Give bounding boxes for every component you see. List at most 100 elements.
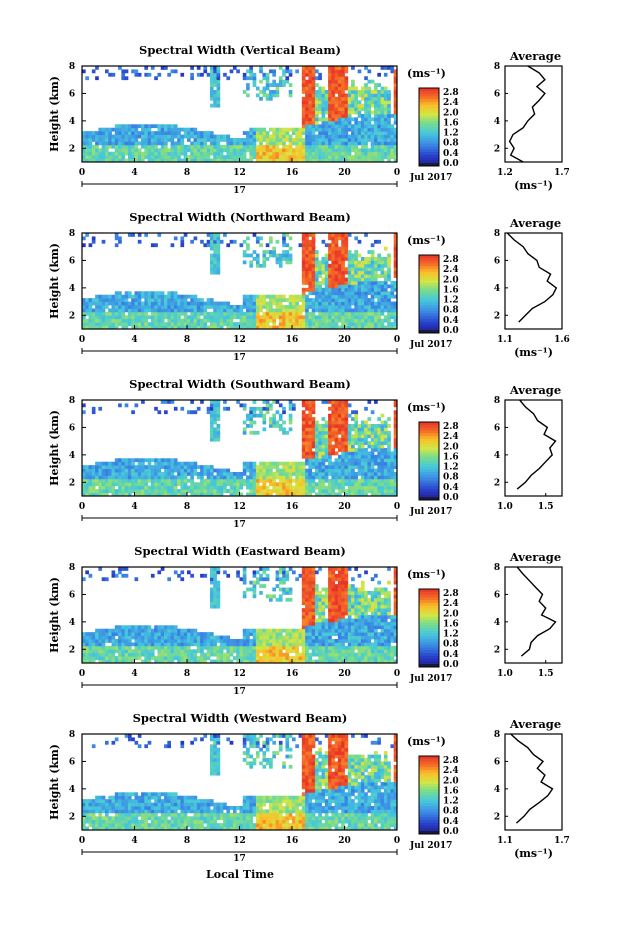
heatmap-cell (134, 577, 139, 582)
heatmap-cell (95, 645, 99, 650)
heatmap-cell (141, 628, 145, 633)
heatmap-cell (387, 482, 391, 487)
heatmap-cell (200, 144, 204, 149)
heatmap-cell (147, 656, 152, 660)
heatmap-cell (213, 485, 217, 490)
heatmap-cell (337, 430, 342, 435)
heatmap-cell (111, 649, 116, 654)
heatmap-cell (314, 76, 319, 81)
heatmap-cell (344, 257, 349, 261)
colorbar-tick-label: 2.4 (443, 432, 459, 442)
heatmap-cell (324, 110, 329, 115)
heatmap-cell (367, 308, 372, 313)
heatmap-cell (370, 131, 375, 135)
heatmap-cell (127, 639, 132, 643)
heatmap-cell (183, 642, 188, 647)
heatmap-cell (393, 141, 398, 146)
heatmap-cell (127, 127, 132, 132)
heatmap-cell (347, 90, 352, 94)
y-tick-label: 8 (69, 396, 75, 406)
heatmap-cell (127, 151, 132, 156)
heatmap-cell (150, 322, 155, 326)
heatmap-cell (141, 492, 145, 497)
heatmap-cell (387, 454, 391, 459)
heatmap-cell (262, 461, 267, 466)
heatmap-cell (360, 434, 365, 439)
heatmap-cell (127, 642, 132, 647)
heatmap-cell (292, 141, 296, 146)
heatmap-cell (196, 322, 201, 326)
heatmap-cell (88, 635, 93, 640)
heatmap-cell (311, 107, 316, 111)
heatmap-cell (183, 318, 188, 323)
heatmap-cell (246, 301, 250, 306)
heatmap-cell (150, 66, 155, 70)
heatmap-cell (347, 86, 352, 91)
heatmap-cell (167, 465, 171, 469)
heatmap-cell (305, 257, 309, 261)
heatmap-cell (357, 444, 362, 449)
avg-x-tick-label: 1.7 (554, 168, 570, 178)
heatmap-cell (305, 298, 309, 302)
heatmap-cell (190, 635, 194, 640)
heatmap-cell (82, 144, 86, 149)
heatmap-cell (337, 267, 342, 272)
heatmap-cell (318, 107, 322, 111)
heatmap-cell (88, 659, 93, 664)
heatmap-cell (203, 645, 208, 650)
heatmap-cell (216, 434, 221, 439)
heatmap-cell (147, 632, 152, 636)
heatmap-cell (380, 131, 385, 135)
heatmap-cell (354, 274, 359, 278)
heatmap-cell (213, 148, 217, 153)
heatmap-cell (292, 489, 296, 493)
heatmap-cell (223, 158, 227, 163)
heatmap-cell (121, 308, 126, 313)
heatmap-cell (314, 441, 319, 445)
heatmap-cell (370, 444, 375, 449)
heatmap-cell (147, 141, 152, 146)
heatmap-cell (200, 400, 204, 404)
x-tick-label: 16 (286, 168, 299, 178)
heatmap-cell (124, 151, 129, 156)
heatmap-cell (255, 158, 260, 163)
heatmap-cell (160, 127, 165, 132)
heatmap-cell (170, 642, 175, 647)
heatmap-cell (344, 233, 349, 237)
heatmap-cell (311, 472, 316, 476)
heatmap-cell (200, 482, 204, 487)
heatmap-cell (203, 485, 208, 490)
heatmap-cell (147, 308, 152, 313)
heatmap-cell (213, 434, 217, 439)
heatmap-cell (351, 86, 355, 91)
heatmap-cell (223, 478, 227, 483)
heatmap-cell (144, 134, 149, 139)
heatmap-cell (121, 69, 126, 74)
heatmap-cell (295, 301, 299, 306)
heatmap-cell (183, 151, 188, 156)
heatmap-cell (157, 134, 162, 139)
heatmap-cell (134, 468, 139, 473)
heatmap-cell (334, 417, 339, 421)
heatmap-cell (305, 413, 309, 418)
heatmap-cell (173, 489, 178, 493)
heatmap-cell (114, 141, 119, 146)
heatmap-cell (390, 114, 395, 118)
heatmap-cell (328, 305, 332, 309)
heatmap-cell (328, 284, 332, 289)
heatmap-cell (173, 475, 178, 480)
heatmap-cell (209, 138, 214, 142)
heatmap-cell (393, 287, 398, 292)
heatmap-cell (269, 465, 273, 469)
heatmap-cell (216, 144, 221, 149)
heatmap-cell (246, 138, 250, 142)
heatmap-cell (357, 267, 362, 272)
heatmap-cell (121, 492, 126, 497)
heatmap-cell (321, 239, 326, 244)
heatmap-cell (341, 451, 345, 456)
heatmap-cell (337, 69, 342, 74)
heatmap-cell (380, 437, 385, 442)
heatmap-cell (357, 141, 362, 146)
heatmap-cell (390, 472, 395, 476)
heatmap-cell (131, 659, 135, 664)
